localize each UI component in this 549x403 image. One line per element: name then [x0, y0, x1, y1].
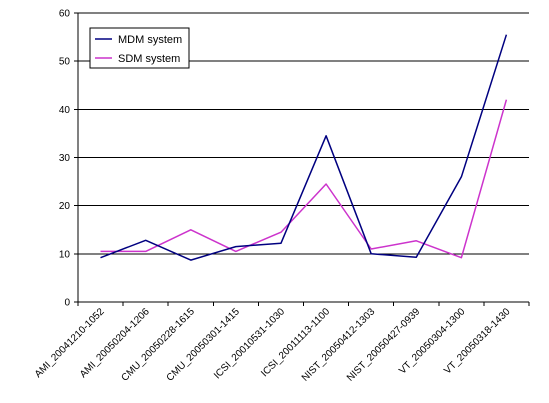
series-lines [100, 34, 508, 261]
legend: MDM system SDM system [89, 27, 190, 69]
y-tick-label: 0 [64, 298, 70, 309]
y-tick-label: 60 [59, 9, 71, 20]
x-tick-label: CMU_20050301-1415 [165, 306, 243, 384]
legend-box [89, 27, 190, 69]
y-tick-label: 10 [59, 249, 71, 260]
y-tick-label: 20 [59, 201, 71, 212]
y-axis: 0 10 20 30 40 50 60 [59, 9, 79, 309]
series-line-0 [100, 34, 508, 261]
y-tick-label: 30 [59, 153, 71, 164]
x-axis: AMI_20041210-1052AMI_20050204-1206CMU_20… [33, 301, 530, 384]
series-line-1 [100, 99, 508, 259]
legend-label: SDM system [118, 53, 180, 65]
x-tick-label: NIST_20050412-1303 [300, 306, 378, 384]
y-tick-label: 50 [59, 57, 71, 68]
y-tick-label: 40 [59, 105, 71, 116]
x-tick-label: NIST_20050427-0939 [345, 306, 423, 384]
x-tick-label: CMU_20050228-1615 [120, 306, 198, 384]
legend-label: MDM system [118, 34, 182, 46]
